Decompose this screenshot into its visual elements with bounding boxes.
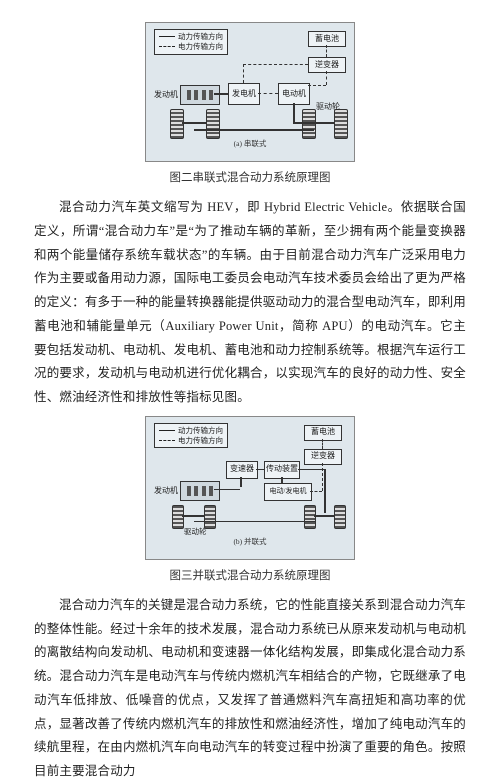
wire xyxy=(258,93,278,94)
wheel-icon xyxy=(206,109,220,139)
wire xyxy=(308,85,326,86)
wire xyxy=(326,71,327,85)
motor-gen-box: 电动/发电机 xyxy=(264,483,312,501)
gearbox-box: 变速器 xyxy=(226,461,258,479)
legend-text: 动力传输方向 xyxy=(178,32,223,42)
motor-box: 电动机 xyxy=(278,83,310,105)
paragraph-2: 混合动力汽车的关键是混合动力系统，它的性能直接关系到混合动力汽车的整体性能。经过… xyxy=(34,594,466,784)
legend-text: 电力传输方向 xyxy=(178,436,223,446)
axle xyxy=(182,122,206,124)
engine-label: 发动机 xyxy=(154,87,178,102)
drive-wheel-label: 驱动轮 xyxy=(316,99,340,114)
shaft xyxy=(194,521,316,523)
battery-box: 蓄电池 xyxy=(304,425,342,441)
shaft xyxy=(214,93,228,95)
shaft xyxy=(194,129,314,131)
generator-box: 发电机 xyxy=(228,83,260,105)
axle xyxy=(314,122,334,124)
shaft xyxy=(293,122,314,124)
wire xyxy=(243,64,244,83)
figure-2-caption: 图二串联式混合动力系统原理图 xyxy=(170,168,331,190)
wire xyxy=(310,491,322,492)
legend-text: 电力传输方向 xyxy=(178,42,223,52)
wire xyxy=(322,463,323,491)
shaft xyxy=(298,469,324,471)
figure-2: 动力传输方向 电力传输方向 蓄电池 逆变器 电动机 发动机 发电机 xyxy=(34,22,466,194)
figure-3-frame: 动力传输方向 电力传输方向 蓄电池 逆变器 变速器 传动装置 电动/发电机 发动… xyxy=(145,416,355,560)
shaft xyxy=(214,489,240,491)
shaft xyxy=(281,477,283,483)
shaft xyxy=(240,477,242,487)
paragraph-1: 混合动力汽车英文缩写为 HEV，即 Hybrid Electric Vehicl… xyxy=(34,196,466,410)
wheel-icon xyxy=(304,505,316,529)
wheel-icon xyxy=(334,505,346,529)
axle xyxy=(182,515,204,517)
figure-2-legend: 动力传输方向 电力传输方向 xyxy=(154,29,228,55)
wheel-icon xyxy=(172,505,184,529)
figure-3-schematic: 动力传输方向 电力传输方向 蓄电池 逆变器 变速器 传动装置 电动/发电机 发动… xyxy=(152,421,350,533)
shaft xyxy=(256,469,264,471)
inverter-box: 逆变器 xyxy=(308,57,346,73)
wheel-icon xyxy=(302,109,316,139)
shaft xyxy=(324,469,326,513)
figure-2-schematic: 动力传输方向 电力传输方向 蓄电池 逆变器 电动机 发动机 发电机 xyxy=(152,27,350,135)
figure-3: 动力传输方向 电力传输方向 蓄电池 逆变器 变速器 传动装置 电动/发电机 发动… xyxy=(34,416,466,592)
figure-3-caption: 图三并联式混合动力系统原理图 xyxy=(170,566,331,588)
axle xyxy=(314,515,334,517)
engine-label: 发动机 xyxy=(154,483,178,498)
engine-icon xyxy=(180,85,220,105)
wire xyxy=(326,45,327,57)
drive-wheel-label: 驱动轮 xyxy=(184,525,207,539)
legend-text: 动力传输方向 xyxy=(178,426,223,436)
figure-2-frame: 动力传输方向 电力传输方向 蓄电池 逆变器 电动机 发动机 发电机 xyxy=(145,22,355,162)
shaft xyxy=(293,103,295,123)
figure-2-subcaption: (a) 串联式 xyxy=(152,137,348,151)
figure-3-subcaption: (b) 并联式 xyxy=(152,535,348,549)
wire xyxy=(322,439,323,449)
wire xyxy=(243,64,308,65)
wheel-icon xyxy=(170,109,184,139)
battery-box: 蓄电池 xyxy=(308,31,346,47)
engine-icon xyxy=(180,481,220,501)
inverter-box: 逆变器 xyxy=(304,449,342,465)
figure-3-legend: 动力传输方向 电力传输方向 xyxy=(154,423,228,449)
